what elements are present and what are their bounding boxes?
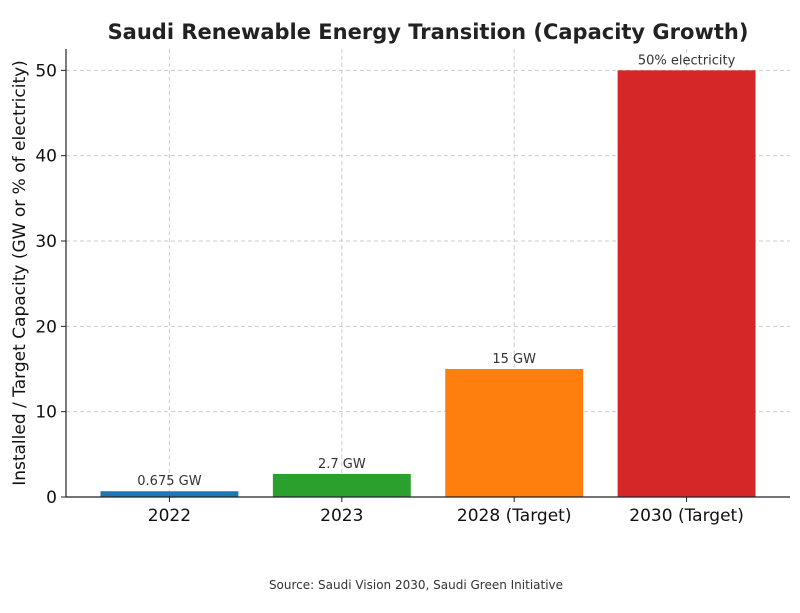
- x-tick-label: 2022: [148, 506, 191, 526]
- source-footnote: Source: Saudi Vision 2030, Saudi Green I…: [269, 578, 563, 592]
- y-tick-label: 30: [35, 232, 57, 252]
- y-tick-label: 0: [46, 488, 57, 508]
- x-tick-label: 2023: [320, 506, 363, 526]
- bar-2030-target-: [617, 70, 756, 497]
- x-tick-label: 2030 (Target): [629, 506, 744, 526]
- x-tick-label: 2028 (Target): [457, 506, 572, 526]
- bar-2028-target-: [445, 369, 584, 497]
- data-label: 2.7 GW: [318, 457, 366, 472]
- y-tick-label: 40: [35, 147, 57, 167]
- bars: 0.675 GW 2.7 GW 15 GW 50% electricity: [100, 53, 756, 497]
- data-label: 50% electricity: [638, 53, 736, 68]
- y-tick-label: 50: [35, 61, 57, 81]
- y-tick-label: 10: [35, 403, 57, 423]
- data-label: 0.675 GW: [137, 474, 201, 489]
- bar-2023: [272, 473, 411, 497]
- bar-2022: [100, 491, 239, 497]
- data-label: 15 GW: [492, 352, 536, 367]
- y-tick-label: 20: [35, 317, 57, 337]
- y-axis-label: Installed / Target Capacity (GW or % of …: [10, 60, 30, 486]
- axes: 0 10 20 30 40 50 2022 2023 2028 (Target) 2030 (Ta…: [35, 49, 790, 526]
- chart-title: Saudi Renewable Energy Transition (Capac…: [108, 20, 749, 44]
